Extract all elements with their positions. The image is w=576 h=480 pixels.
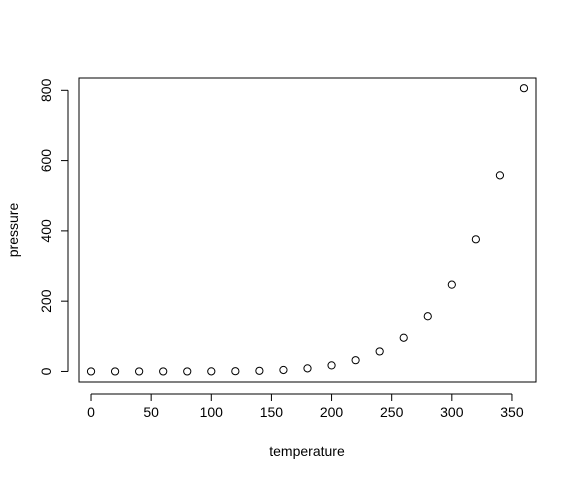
- data-points: [86, 84, 529, 376]
- x-tick-label: 200: [320, 404, 344, 420]
- x-tick-label: 100: [200, 404, 224, 420]
- x-axis-label: temperature: [269, 443, 345, 459]
- y-tick-label: 400: [38, 219, 54, 243]
- x-tick-label: 0: [87, 404, 95, 420]
- data-point: [159, 367, 168, 376]
- data-point: [183, 367, 192, 376]
- y-tick-label: 200: [38, 289, 54, 313]
- data-point: [86, 367, 96, 376]
- x-tick-label: 350: [500, 404, 524, 420]
- data-point: [327, 361, 336, 370]
- data-point: [375, 347, 384, 356]
- x-tick-label: 250: [380, 404, 404, 420]
- plot-frame: [78, 77, 537, 383]
- data-point: [231, 367, 240, 376]
- y-tick-label: 600: [38, 149, 54, 173]
- data-point: [110, 367, 120, 376]
- data-point: [255, 366, 264, 375]
- data-point: [447, 280, 456, 289]
- x-tick-label: 300: [440, 404, 464, 420]
- data-point: [399, 333, 408, 342]
- data-point: [471, 235, 480, 244]
- data-point: [207, 367, 216, 376]
- y-axis-label: pressure: [5, 203, 21, 258]
- y-axis: 0 200 400 600 800: [38, 78, 69, 375]
- data-point: [351, 356, 360, 365]
- x-tick-label: 150: [260, 404, 284, 420]
- y-tick-label: 0: [38, 367, 54, 375]
- data-point: [135, 367, 144, 376]
- data-point: [423, 312, 432, 321]
- data-point: [495, 171, 505, 180]
- x-tick-label: 50: [143, 404, 159, 420]
- data-point: [303, 364, 312, 373]
- x-axis: 0 50 100 150 200 250 300 350: [87, 393, 524, 420]
- data-point: [279, 365, 288, 375]
- y-tick-label: 800: [38, 78, 54, 102]
- data-point: [519, 84, 529, 93]
